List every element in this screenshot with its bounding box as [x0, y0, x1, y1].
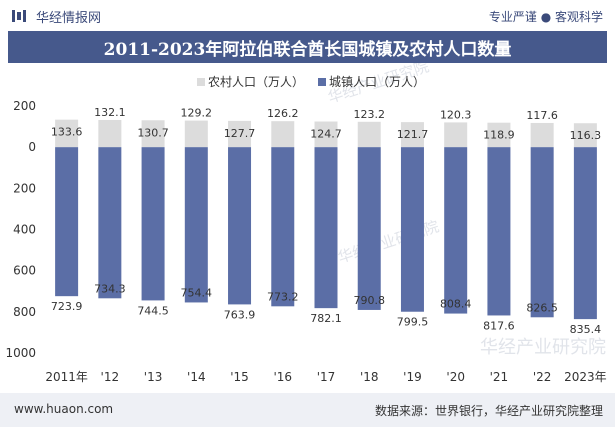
- chart-title: 2011-2023年阿拉伯联合酋长国城镇及农村人口数量: [103, 40, 512, 60]
- rural-data-label: 132.1: [94, 106, 126, 119]
- bar-urban: [98, 147, 122, 299]
- x-tick-label: '20: [446, 370, 465, 384]
- urban-data-label: 763.9: [224, 308, 256, 321]
- urban-data-label: 723.9: [51, 300, 83, 313]
- rural-data-label: 124.7: [310, 127, 342, 140]
- y-tick-label: 0: [28, 140, 36, 154]
- y-tick-label: 800: [13, 305, 36, 319]
- bar-urban: [141, 147, 165, 301]
- urban-data-label: 744.5: [137, 304, 169, 317]
- rural-data-label: 118.9: [483, 129, 515, 142]
- rural-data-label: 126.2: [267, 107, 299, 120]
- urban-data-label: 835.4: [570, 323, 602, 336]
- x-tick-label: '14: [187, 370, 206, 384]
- legend-swatch-urban: [318, 78, 326, 86]
- footer-bar: www.huaon.com 数据来源：世界银行，华经产业研究院整理: [0, 393, 615, 427]
- bar-urban: [55, 147, 79, 297]
- rural-data-label: 133.6: [51, 126, 83, 139]
- bar-rural: [271, 121, 295, 148]
- urban-data-label: 734.3: [94, 282, 126, 295]
- rural-data-label: 130.7: [137, 126, 169, 139]
- watermark: 华经产业研究院: [336, 217, 441, 267]
- bar-rural: [357, 121, 381, 148]
- bar-rural: [141, 120, 165, 148]
- rural-data-label: 117.6: [526, 109, 558, 122]
- bar-rural: [573, 123, 597, 148]
- bar-urban: [573, 147, 597, 320]
- title-bar: 2011-2023年阿拉伯联合酋长国城镇及农村人口数量: [8, 31, 607, 63]
- bar-urban: [530, 147, 554, 318]
- rural-data-label: 129.2: [181, 107, 213, 120]
- bar-urban: [357, 147, 381, 310]
- header-bar: 华经情报网 专业严谨 ● 客观科学: [0, 0, 615, 31]
- bar-rural: [314, 121, 338, 148]
- rural-data-label: 127.7: [224, 127, 256, 140]
- brand-name: 华经情报网: [36, 11, 102, 26]
- bar-urban: [400, 147, 424, 312]
- bar-rural: [55, 119, 79, 148]
- x-tick-label: 2023年: [564, 370, 607, 384]
- rural-data-label: 123.2: [353, 108, 385, 121]
- x-tick-label: '15: [230, 370, 249, 384]
- tagline: 专业严谨 ● 客观科学: [488, 10, 603, 24]
- y-tick-label: 1000: [5, 346, 36, 360]
- x-tick-label: '19: [403, 370, 422, 384]
- watermark: 华经产业研究院: [480, 337, 606, 358]
- urban-data-label: 782.1: [310, 312, 342, 325]
- bar-rural: [487, 122, 511, 148]
- urban-data-label: 799.5: [397, 316, 429, 329]
- bar-rural: [98, 119, 122, 148]
- site-url[interactable]: www.huaon.com: [14, 402, 114, 416]
- rural-data-label: 121.7: [397, 128, 429, 141]
- urban-data-label: 817.6: [483, 319, 515, 332]
- x-tick-label: '12: [101, 370, 120, 384]
- x-tick-label: '21: [490, 370, 509, 384]
- y-tick-label: 400: [13, 223, 36, 237]
- bar-rural: [444, 122, 468, 148]
- urban-data-label: 773.2: [267, 290, 299, 303]
- y-tick-label: 200: [13, 181, 36, 195]
- rural-data-label: 116.3: [570, 129, 602, 142]
- data-source: 数据来源：世界银行，华经产业研究院整理: [374, 404, 603, 418]
- bar-urban: [271, 147, 295, 307]
- urban-data-label: 808.4: [440, 298, 472, 311]
- bar-rural: [228, 120, 252, 148]
- bar-rural: [184, 120, 208, 148]
- x-tick-label: '13: [144, 370, 163, 384]
- legend-swatch-rural: [197, 78, 205, 86]
- bar-urban: [444, 147, 468, 314]
- urban-data-label: 754.4: [181, 286, 213, 299]
- urban-data-label: 826.5: [526, 301, 558, 314]
- logo-icon: [12, 10, 26, 22]
- bar-urban: [487, 147, 511, 316]
- legend-label-rural: 农村人口（万人）: [208, 75, 304, 89]
- bar-urban: [228, 147, 252, 305]
- bar-urban: [314, 147, 338, 309]
- x-tick-label: '22: [533, 370, 552, 384]
- x-tick-label: '16: [273, 370, 292, 384]
- x-tick-label: 2011年: [45, 370, 88, 384]
- urban-data-label: 790.8: [353, 294, 385, 307]
- bar-rural: [530, 122, 554, 148]
- rural-data-label: 120.3: [440, 108, 472, 121]
- x-tick-label: '18: [360, 370, 379, 384]
- y-tick-label: 600: [13, 264, 36, 278]
- legend-label-urban: 城镇人口（万人）: [329, 75, 425, 89]
- y-tick-label: 200: [13, 99, 36, 113]
- bar-urban: [184, 147, 208, 303]
- x-tick-label: '17: [317, 370, 336, 384]
- bar-rural: [400, 122, 424, 148]
